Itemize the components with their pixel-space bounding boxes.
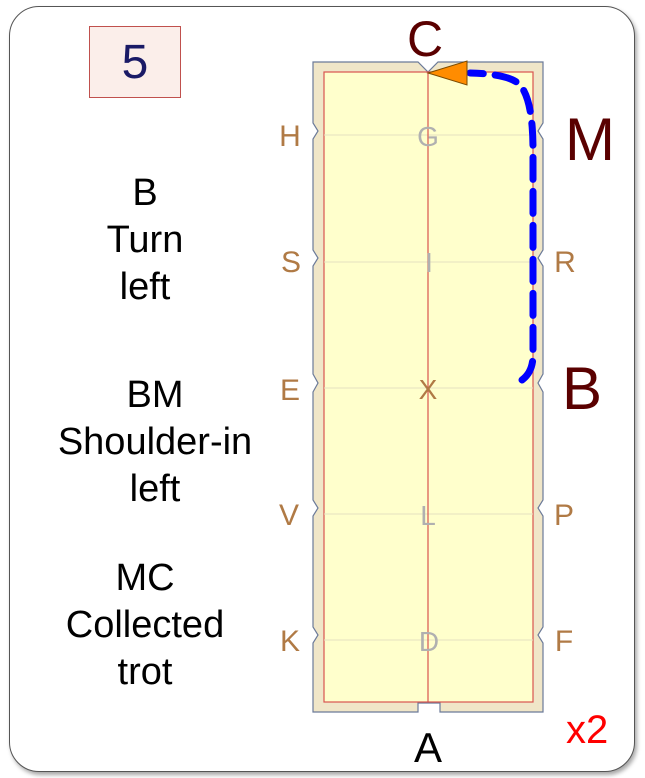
- letter-r: R: [554, 246, 576, 279]
- route-arrow-icon: [426, 60, 468, 86]
- instruction-block-2: BM Shoulder-in left: [30, 372, 280, 513]
- letter-s: S: [281, 246, 301, 279]
- letter-g: G: [417, 121, 439, 152]
- letter-a: A: [414, 724, 442, 771]
- letter-d: D: [419, 626, 439, 657]
- instruction-block-1: B Turn left: [70, 170, 220, 311]
- instruction-line: trot: [117, 651, 173, 693]
- instruction-line: left: [129, 468, 181, 510]
- letter-c: C: [407, 11, 443, 67]
- instruction-line: Collected: [65, 604, 225, 646]
- letter-h: H: [279, 120, 301, 153]
- letter-l: L: [420, 500, 436, 531]
- letter-i: I: [425, 247, 433, 278]
- letter-f: F: [555, 625, 573, 658]
- instruction-line: Shoulder-in: [57, 421, 253, 463]
- letter-p: P: [554, 499, 574, 532]
- card-number: 5: [89, 26, 181, 98]
- letter-m: M: [565, 106, 615, 173]
- letter-k: K: [280, 625, 300, 658]
- instruction-line: left: [119, 266, 171, 308]
- route-path: [466, 69, 537, 384]
- instruction-line: MC: [115, 557, 175, 599]
- letter-v: V: [279, 499, 299, 532]
- repeat-count: x2: [566, 708, 609, 752]
- instruction-block-3: MC Collected trot: [40, 555, 250, 696]
- instruction-line: B: [132, 172, 158, 214]
- instruction-line: BM: [126, 374, 184, 416]
- instruction-line: Turn: [106, 219, 184, 261]
- letter-x: X: [419, 374, 438, 405]
- card-number-text: 5: [121, 35, 149, 89]
- letter-b: B: [562, 355, 602, 422]
- letter-e: E: [280, 374, 300, 407]
